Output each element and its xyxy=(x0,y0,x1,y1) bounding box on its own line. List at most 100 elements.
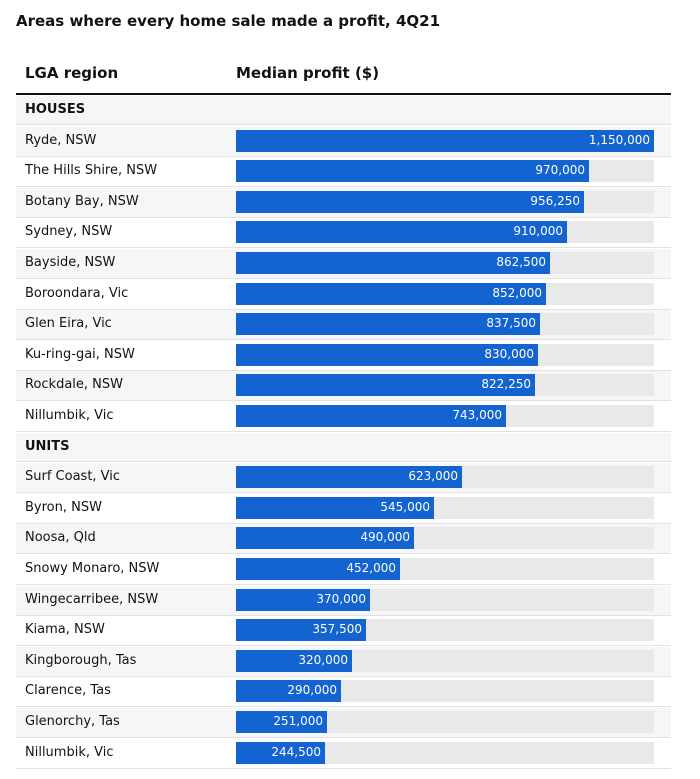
table-row: Byron, NSW 545,000 xyxy=(16,494,671,524)
header-rule xyxy=(16,93,671,95)
bar-track: 822,250 xyxy=(236,374,654,397)
profit-value-label: 1,150,000 xyxy=(588,132,650,147)
region-label: Byron, NSW xyxy=(25,499,102,515)
table-row: Botany Bay, NSW 956,250 xyxy=(16,187,671,218)
table-row: Bayside, NSW 862,500 xyxy=(16,249,671,279)
profit-value-label: 910,000 xyxy=(513,224,563,239)
region-label: Noosa, Qld xyxy=(25,530,96,546)
chart-title: Areas where every home sale made a profi… xyxy=(16,12,441,30)
table-row: Snowy Monaro, NSW 452,000 xyxy=(16,555,671,585)
region-label: Nillumbik, Vic xyxy=(25,744,114,760)
profit-bar: 743,000 xyxy=(236,405,506,427)
profit-bar: 545,000 xyxy=(236,496,434,519)
region-label: Ku-ring-gai, NSW xyxy=(25,346,135,362)
table-row: Kiama, NSW 357,500 xyxy=(16,616,671,647)
profit-bar: 862,500 xyxy=(236,252,550,274)
bar-track: 290,000 xyxy=(236,680,654,703)
profit-value-label: 244,500 xyxy=(271,744,321,759)
region-label: Kingborough, Tas xyxy=(25,652,137,668)
table-row: Nillumbik, Vic 743,000 xyxy=(16,402,671,432)
table-row: Ku-ring-gai, NSW 830,000 xyxy=(16,341,671,371)
bar-track: 830,000 xyxy=(236,343,654,366)
table-row: Boroondara, Vic 852,000 xyxy=(16,280,671,310)
table-row: Sydney, NSW 910,000 xyxy=(16,218,671,249)
profit-bar: 830,000 xyxy=(236,343,538,366)
profit-value-label: 970,000 xyxy=(535,163,585,178)
profit-value-label: 862,500 xyxy=(496,255,546,269)
table-row: Nillumbik, Vic 244,500 xyxy=(16,739,671,769)
region-label: Glen Eira, Vic xyxy=(25,316,112,332)
bar-track: 623,000 xyxy=(236,466,654,489)
profit-value-label: 370,000 xyxy=(316,591,366,606)
region-label: Glenorchy, Tas xyxy=(25,714,120,729)
region-label: Wingecarribee, NSW xyxy=(25,591,159,607)
profit-value-label: 830,000 xyxy=(484,346,534,361)
region-label: Surf Coast, Vic xyxy=(25,469,121,485)
section-houses: HOUSES xyxy=(16,96,671,125)
bar-track: 545,000 xyxy=(236,496,654,519)
table-row: The Hills Shire, NSW 970,000 xyxy=(16,157,671,188)
bar-track: 490,000 xyxy=(236,527,654,550)
region-label: Boroondara, Vic xyxy=(25,285,129,301)
region-label: The Hills Shire, NSW xyxy=(25,163,158,179)
bar-track: 244,500 xyxy=(236,741,654,764)
profit-value-label: 822,250 xyxy=(481,377,531,392)
profit-bar: 822,250 xyxy=(236,374,535,397)
profit-bar: 852,000 xyxy=(236,282,546,305)
profit-value-label: 545,000 xyxy=(380,499,430,514)
profit-bar: 910,000 xyxy=(236,221,567,244)
profit-bar: 357,500 xyxy=(236,619,366,642)
bar-track: 743,000 xyxy=(236,405,654,427)
profit-bar: 320,000 xyxy=(236,649,352,672)
bar-track: 370,000 xyxy=(236,588,654,611)
profit-value-label: 852,000 xyxy=(492,285,542,300)
bar-track: 852,000 xyxy=(236,282,654,305)
profit-value-label: 490,000 xyxy=(360,530,410,545)
table-row: Wingecarribee, NSW 370,000 xyxy=(16,585,671,616)
profit-value-label: 743,000 xyxy=(452,408,502,422)
profit-value-label: 623,000 xyxy=(408,469,458,484)
profit-value-label: 320,000 xyxy=(298,652,348,667)
profit-value-label: 357,500 xyxy=(312,622,362,637)
profit-bar: 956,250 xyxy=(236,190,584,213)
table-row: Surf Coast, Vic 623,000 xyxy=(16,463,671,494)
region-label: Ryde, NSW xyxy=(25,132,97,148)
table-row: Ryde, NSW 1,150,000 xyxy=(16,126,671,157)
region-label: Kiama, NSW xyxy=(25,622,105,638)
region-label: Clarence, Tas xyxy=(25,683,111,699)
profit-bar: 251,000 xyxy=(236,711,327,733)
profit-value-label: 251,000 xyxy=(273,714,323,728)
section-units: UNITS xyxy=(16,432,671,462)
bar-track: 970,000 xyxy=(236,160,654,183)
table-row: Noosa, Qld 490,000 xyxy=(16,524,671,555)
section-label: UNITS xyxy=(25,438,70,454)
bar-track: 251,000 xyxy=(236,711,654,733)
section-label: HOUSES xyxy=(25,102,86,117)
region-label: Bayside, NSW xyxy=(25,255,116,270)
bar-track: 837,500 xyxy=(236,313,654,336)
region-label: Nillumbik, Vic xyxy=(25,408,114,423)
profit-bar: 623,000 xyxy=(236,466,462,489)
region-label: Sydney, NSW xyxy=(25,224,113,240)
profit-bar: 290,000 xyxy=(236,680,341,703)
region-label: Rockdale, NSW xyxy=(25,377,124,393)
profit-bar: 970,000 xyxy=(236,160,589,183)
profit-bar: 837,500 xyxy=(236,313,540,336)
profit-value-label: 956,250 xyxy=(530,193,580,208)
column-header-region: LGA region xyxy=(25,64,119,82)
bar-track: 357,500 xyxy=(236,619,654,642)
profit-bar: 490,000 xyxy=(236,527,414,550)
profit-bar: 452,000 xyxy=(236,558,400,580)
table-row: Glenorchy, Tas 251,000 xyxy=(16,708,671,738)
bar-track: 862,500 xyxy=(236,252,654,274)
region-label: Snowy Monaro, NSW xyxy=(25,561,160,576)
bar-track: 956,250 xyxy=(236,190,654,213)
table-row: Clarence, Tas 290,000 xyxy=(16,677,671,708)
table-row: Glen Eira, Vic 837,500 xyxy=(16,310,671,341)
profit-bar: 244,500 xyxy=(236,741,325,764)
bar-track: 1,150,000 xyxy=(236,129,654,152)
bar-track: 320,000 xyxy=(236,649,654,672)
profit-value-label: 452,000 xyxy=(346,561,396,575)
region-label: Botany Bay, NSW xyxy=(25,193,139,209)
